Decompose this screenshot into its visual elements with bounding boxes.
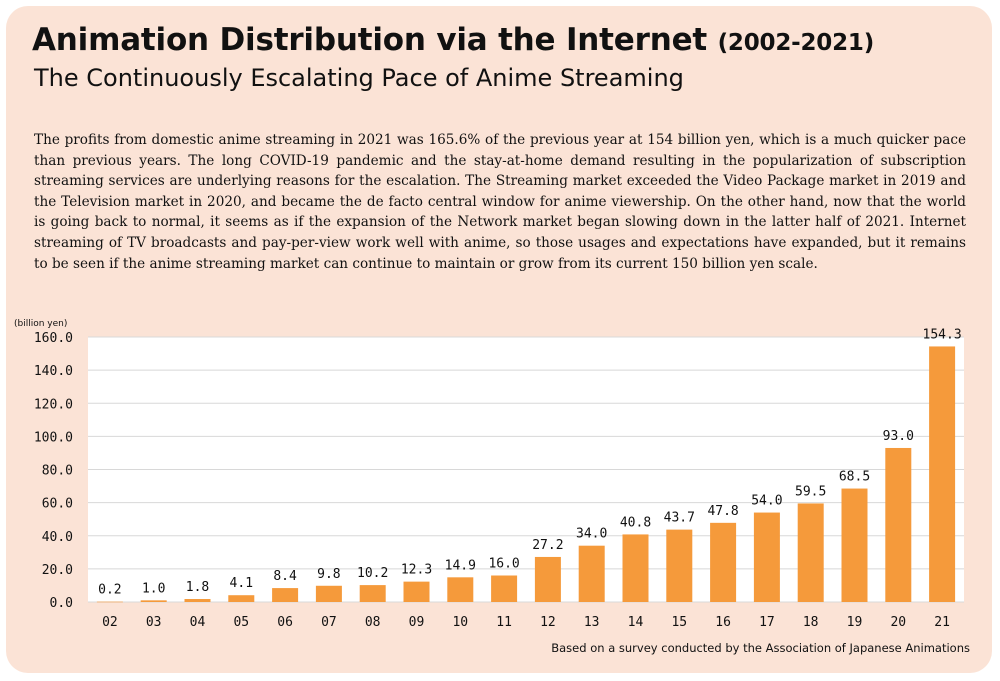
bar: [184, 599, 211, 602]
x-tick-label: 08: [365, 615, 381, 630]
x-tick-label: 11: [496, 615, 512, 630]
y-tick-label: 120.0: [34, 397, 73, 412]
data-label: 47.8: [707, 504, 738, 519]
y-tick-label: 80.0: [42, 464, 73, 479]
bar: [534, 556, 561, 602]
y-tick-label: 140.0: [34, 364, 73, 379]
data-label: 1.8: [186, 580, 209, 595]
data-label: 9.8: [317, 567, 340, 582]
bar: [929, 346, 956, 602]
bar: [96, 601, 123, 603]
x-tick-label: 10: [452, 615, 468, 630]
bar: [447, 577, 474, 602]
bar: [228, 595, 255, 602]
bar: [491, 575, 518, 602]
y-tick-label: 40.0: [42, 530, 73, 545]
x-tick-label: 13: [584, 615, 600, 630]
bar: [315, 585, 342, 602]
data-label: 16.0: [488, 557, 519, 572]
bar: [578, 545, 605, 602]
data-label: 12.3: [401, 563, 432, 578]
title-years: (2002-2021): [717, 30, 875, 56]
data-label: 10.2: [357, 566, 388, 581]
x-tick-label: 04: [190, 615, 206, 630]
title-main: Animation Distribution via the Internet: [32, 22, 708, 58]
x-tick-label: 14: [628, 615, 644, 630]
y-tick-label: 100.0: [34, 430, 73, 445]
bar: [753, 512, 780, 602]
x-tick-label: 21: [934, 615, 950, 630]
x-tick-label: 15: [671, 615, 687, 630]
x-tick-label: 07: [321, 615, 337, 630]
bar: [622, 534, 649, 602]
data-label: 8.4: [273, 569, 297, 584]
x-tick-label: 02: [102, 615, 118, 630]
bar: [841, 488, 868, 602]
data-label: 1.0: [142, 581, 165, 596]
data-label: 4.1: [230, 576, 253, 591]
bar: [140, 600, 167, 602]
x-tick-label: 16: [715, 615, 731, 630]
data-label: 14.9: [445, 558, 476, 573]
x-tick-label: 18: [803, 615, 819, 630]
y-axis-label: (billion yen): [14, 319, 67, 329]
y-tick-label: 60.0: [42, 497, 73, 512]
x-tick-label: 12: [540, 615, 556, 630]
bar: [710, 522, 737, 602]
data-label: 154.3: [923, 327, 962, 342]
data-label: 54.0: [751, 494, 782, 509]
bar: [403, 581, 430, 602]
data-label: 93.0: [883, 429, 914, 444]
page-subtitle: The Continuously Escalating Pace of Anim…: [34, 64, 684, 92]
bar: [797, 503, 824, 602]
data-label: 43.7: [664, 511, 695, 526]
x-tick-label: 20: [890, 615, 906, 630]
data-label: 68.5: [839, 470, 870, 485]
description-paragraph: The profits from domestic anime streamin…: [34, 132, 966, 272]
source-note: Based on a survey conducted by the Assoc…: [551, 641, 970, 655]
y-tick-label: 0.0: [50, 596, 73, 611]
bar: [359, 585, 386, 602]
bar: [885, 447, 912, 602]
data-label: 27.2: [532, 538, 563, 553]
x-tick-label: 17: [759, 615, 775, 630]
x-tick-label: 09: [409, 615, 425, 630]
page-title: Animation Distribution via the Internet …: [32, 22, 874, 58]
data-label: 40.8: [620, 515, 651, 530]
x-tick-label: 05: [233, 615, 249, 630]
y-tick-label: 20.0: [42, 563, 73, 578]
bar: [666, 529, 693, 602]
x-tick-label: 19: [847, 615, 863, 630]
y-tick-label: 160.0: [34, 331, 73, 346]
data-label: 34.0: [576, 527, 607, 542]
bar: [272, 588, 299, 602]
x-tick-label: 03: [146, 615, 162, 630]
x-tick-label: 06: [277, 615, 293, 630]
data-label: 0.2: [98, 583, 121, 598]
data-label: 59.5: [795, 484, 826, 499]
